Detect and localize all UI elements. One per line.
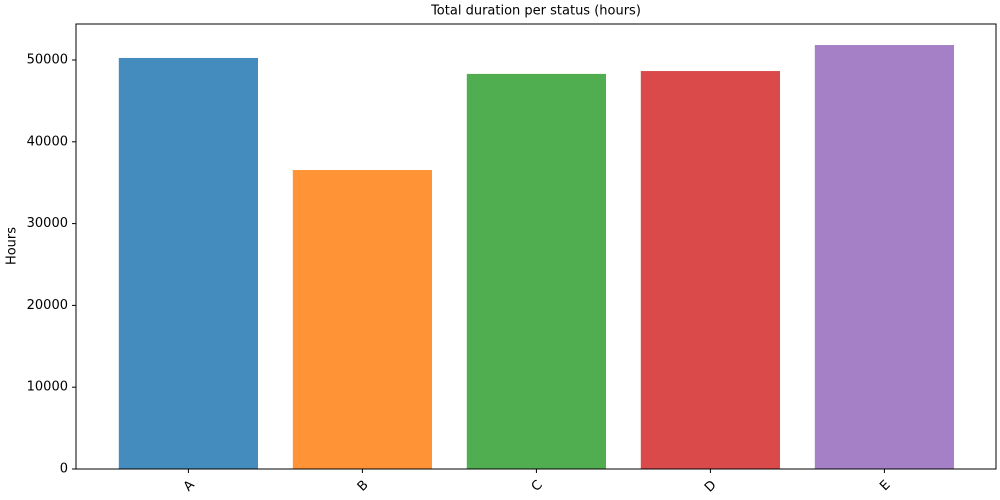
bar <box>118 57 259 470</box>
x-tick-label: A <box>181 478 198 495</box>
y-tick-label: 10000 <box>27 380 68 395</box>
y-tick-label: 50000 <box>27 52 68 67</box>
y-tick-label: 40000 <box>27 134 68 149</box>
y-axis-label: Hours <box>5 227 20 265</box>
plot-frame <box>75 23 997 470</box>
bar <box>466 73 607 469</box>
bar <box>814 45 955 469</box>
y-tick-label: 30000 <box>27 216 68 231</box>
y-tick-label: 20000 <box>27 298 68 313</box>
x-tick-label: D <box>702 478 720 496</box>
bar <box>640 71 781 470</box>
x-tick-label: B <box>355 478 372 495</box>
bar <box>292 170 433 469</box>
x-tick-label: E <box>877 478 893 494</box>
x-tick-label: C <box>529 478 546 495</box>
chart-title: Total duration per status (hours) <box>430 4 641 19</box>
y-tick-label: 0 <box>60 462 68 477</box>
